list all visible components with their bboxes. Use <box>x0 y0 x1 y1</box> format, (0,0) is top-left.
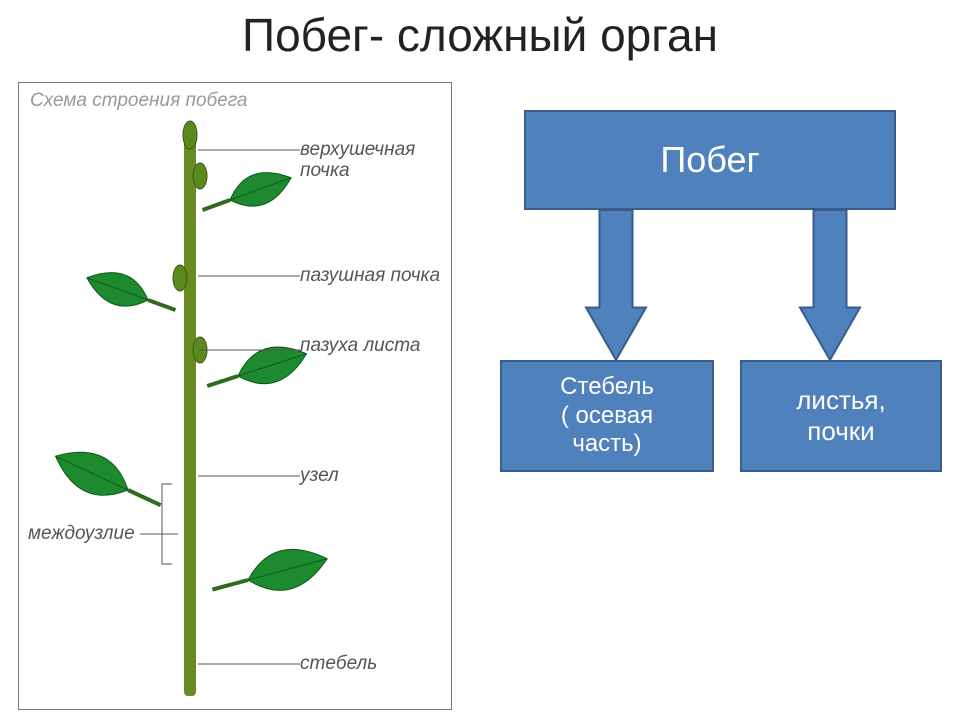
flow-box-root-label: Побег <box>660 138 759 181</box>
flow-box-child-0-label: Стебель ( осевая часть) <box>560 373 654 459</box>
diagram-panel-title: Схема строения побега <box>30 90 248 112</box>
diagram-label: пазушная почка <box>300 266 440 287</box>
flow-box-root: Побег <box>524 110 896 210</box>
diagram-label: верхушечная почка <box>300 140 415 182</box>
slide-title: Побег- сложный орган <box>0 8 960 62</box>
flow-box-child-0: Стебель ( осевая часть) <box>500 360 714 472</box>
flow-box-child-1: листья, почки <box>740 360 942 472</box>
diagram-label: междоузлие <box>28 524 135 545</box>
diagram-label: стебель <box>300 654 377 675</box>
flow-box-child-1-label: листья, почки <box>796 385 885 447</box>
slide: Побег- сложный орган Схема строения побе… <box>0 0 960 720</box>
diagram-label: пазуха листа <box>300 336 420 357</box>
diagram-label: узел <box>300 466 339 487</box>
